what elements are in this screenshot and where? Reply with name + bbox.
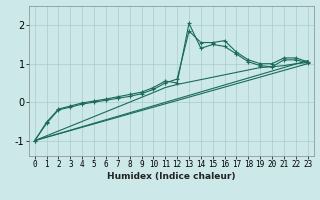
X-axis label: Humidex (Indice chaleur): Humidex (Indice chaleur): [107, 172, 236, 181]
